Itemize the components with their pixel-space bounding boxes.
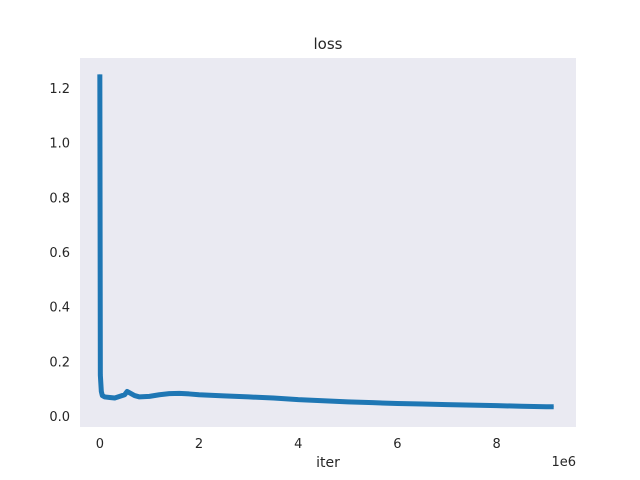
y-tick-label: 0.0 xyxy=(49,410,70,425)
loss-series-line-0 xyxy=(99,74,554,408)
x-tick-label: 6 xyxy=(393,437,401,452)
y-tick-label: 0.6 xyxy=(49,246,70,261)
x-axis-label: iter xyxy=(316,455,340,471)
x-axis-offset-label: 1e6 xyxy=(551,455,576,470)
x-tick-label: 0 xyxy=(96,437,104,452)
chart-marks xyxy=(97,74,554,410)
plot-area xyxy=(80,58,576,427)
x-axis-ticks: 0 2 4 6 8 xyxy=(96,437,501,452)
x-tick-label: 2 xyxy=(195,437,203,452)
y-tick-label: 0.8 xyxy=(49,191,70,206)
y-tick-label: 1.2 xyxy=(49,82,70,97)
chart-title: loss xyxy=(314,35,343,53)
y-tick-label: 0.2 xyxy=(49,355,70,370)
y-axis-ticks: 0.0 0.2 0.4 0.6 0.8 1.0 1.2 xyxy=(49,82,70,425)
x-tick-label: 4 xyxy=(294,437,302,452)
y-tick-label: 1.0 xyxy=(49,137,70,152)
y-tick-label: 0.4 xyxy=(49,301,70,316)
x-tick-label: 8 xyxy=(492,437,500,452)
